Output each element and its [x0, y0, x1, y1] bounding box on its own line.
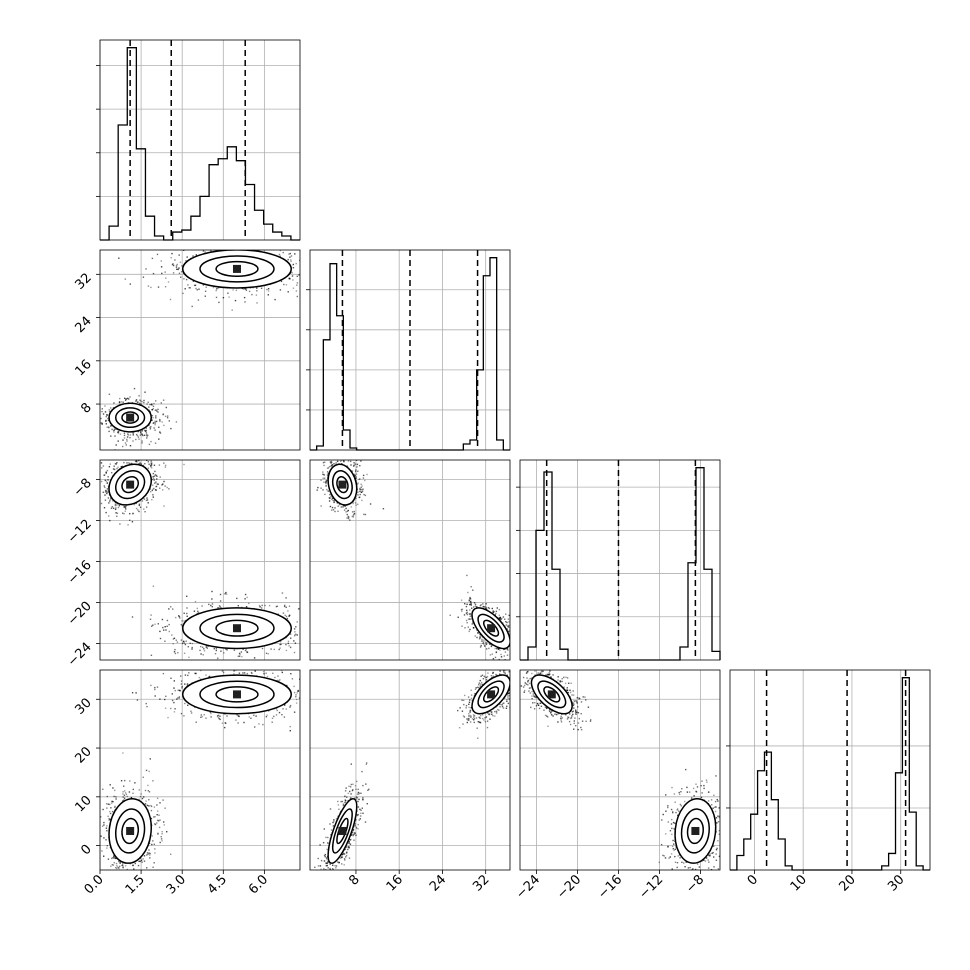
density-peak — [547, 690, 556, 699]
density-peak — [691, 826, 700, 835]
scatter-panel-2-0 — [99, 459, 301, 661]
axes-frame — [519, 459, 721, 661]
density-peak — [232, 624, 241, 633]
y-tick-label: 8 — [78, 400, 94, 416]
axes-frame — [99, 249, 301, 451]
density-peak — [338, 826, 347, 835]
axes-frame — [309, 459, 511, 661]
x-tick-label: 0.0 — [82, 872, 107, 897]
axes-frame — [309, 249, 511, 451]
x-tick-label: 30 — [885, 872, 907, 894]
x-tick-label: −24 — [513, 872, 543, 902]
y-tick-label: 0 — [78, 842, 94, 858]
axes-frame — [519, 669, 721, 871]
histogram-panel-2 — [516, 459, 721, 661]
x-tick-label: −8 — [683, 872, 707, 896]
y-tick-label: 32 — [73, 271, 95, 293]
density-peak — [487, 690, 496, 699]
y-tick-label: −12 — [65, 517, 95, 547]
x-tick-label: −20 — [554, 872, 584, 902]
histogram-panel-0 — [96, 39, 301, 241]
y-tick-label: −20 — [65, 599, 95, 629]
x-tick-label: 3.0 — [164, 872, 189, 897]
axes-frame — [729, 669, 931, 871]
y-tick-label: −16 — [65, 558, 95, 588]
x-tick-label: −16 — [595, 872, 625, 902]
scatter-panel-3-1 — [309, 669, 511, 871]
y-tick-label: 20 — [73, 744, 95, 766]
scatter-panel-3-2 — [519, 669, 721, 871]
histogram-2 — [520, 467, 721, 661]
axes-frame — [99, 39, 301, 241]
histogram-panel-1 — [306, 249, 511, 451]
histogram-panel-3 — [726, 669, 931, 871]
density-peak — [338, 480, 347, 489]
x-tick-label: 10 — [788, 872, 810, 894]
density-peak — [232, 690, 241, 699]
y-tick-label: 10 — [73, 793, 95, 815]
y-tick-label: 16 — [73, 357, 95, 379]
x-tick-label: 6.0 — [246, 872, 271, 897]
histogram-0 — [100, 47, 300, 241]
axes-frame — [309, 669, 511, 871]
density-peak — [232, 264, 241, 273]
x-tick-label: 20 — [836, 872, 858, 894]
scatter-panel-3-0 — [99, 669, 301, 871]
x-tick-label: 4.5 — [205, 872, 230, 897]
y-tick-label: −24 — [65, 640, 95, 670]
density-peak — [126, 413, 135, 422]
density-peak — [487, 624, 496, 633]
y-tick-label: −8 — [71, 476, 95, 500]
x-tick-label: −12 — [636, 872, 666, 902]
axes-frame — [99, 459, 301, 661]
y-tick-label: 24 — [73, 314, 95, 336]
axes-frame — [99, 669, 301, 871]
scatter-panel-2-1 — [309, 459, 511, 661]
y-tick-label: 30 — [73, 695, 95, 717]
density-peak — [126, 826, 135, 835]
density-peak — [126, 480, 135, 489]
x-tick-label: 0 — [745, 872, 761, 888]
x-tick-label: 24 — [427, 872, 449, 894]
x-tick-label: 1.5 — [123, 872, 148, 897]
x-tick-label: 16 — [384, 872, 406, 894]
x-tick-label: 8 — [346, 872, 362, 888]
histogram-3 — [730, 677, 930, 871]
x-tick-label: 32 — [470, 872, 492, 894]
scatter-panel-1-0 — [99, 249, 301, 451]
